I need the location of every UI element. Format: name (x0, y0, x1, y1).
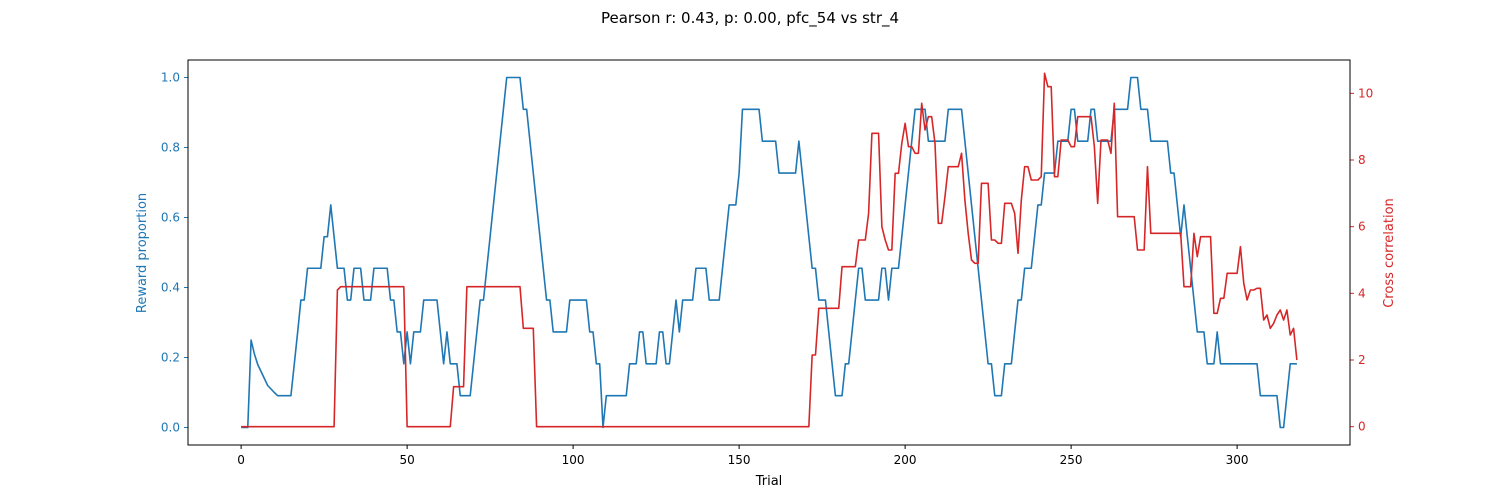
plot-frame (187, 59, 1351, 446)
chart-title: Pearson r: 0.43, p: 0.00, pfc_54 vs str_… (601, 9, 899, 28)
left-tick-label: 0.8 (161, 141, 180, 155)
right-tick-label: 0 (1358, 420, 1366, 434)
x-tick-label: 150 (728, 453, 751, 467)
left-axis-label: Reward proportion (135, 193, 150, 313)
right-tick-label: 10 (1358, 86, 1373, 100)
left-tick-label: 0.4 (161, 281, 180, 295)
x-axis-label: Trial (755, 474, 783, 489)
right-tick-label: 2 (1358, 353, 1366, 367)
right-tick-label: 6 (1358, 220, 1366, 234)
right-axis-label: Cross correlation (1382, 198, 1397, 308)
right-tick-label: 4 (1358, 286, 1366, 300)
x-tick-label: 250 (1060, 453, 1083, 467)
left-tick-label: 1.0 (161, 71, 180, 85)
left-axis-ticks: 0.0 0.2 0.4 0.6 0.8 1.0 (161, 71, 188, 435)
x-tick-label: 300 (1226, 453, 1249, 467)
x-tick-label: 0 (237, 453, 245, 467)
left-tick-label: 0.0 (161, 421, 180, 435)
left-tick-label: 0.6 (161, 211, 180, 225)
x-tick-label: 50 (399, 453, 414, 467)
x-axis-ticks: 0 50 100 150 200 250 300 (237, 445, 1249, 467)
x-tick-label: 100 (562, 453, 585, 467)
x-tick-label: 200 (894, 453, 917, 467)
right-tick-label: 8 (1358, 153, 1366, 167)
left-tick-label: 0.2 (161, 351, 180, 365)
cross-correlation-line (241, 72, 1298, 428)
reward-proportion-line (241, 76, 1297, 429)
right-axis-ticks: 0 2 4 6 8 10 (1350, 86, 1373, 434)
plot-lines (241, 72, 1298, 429)
